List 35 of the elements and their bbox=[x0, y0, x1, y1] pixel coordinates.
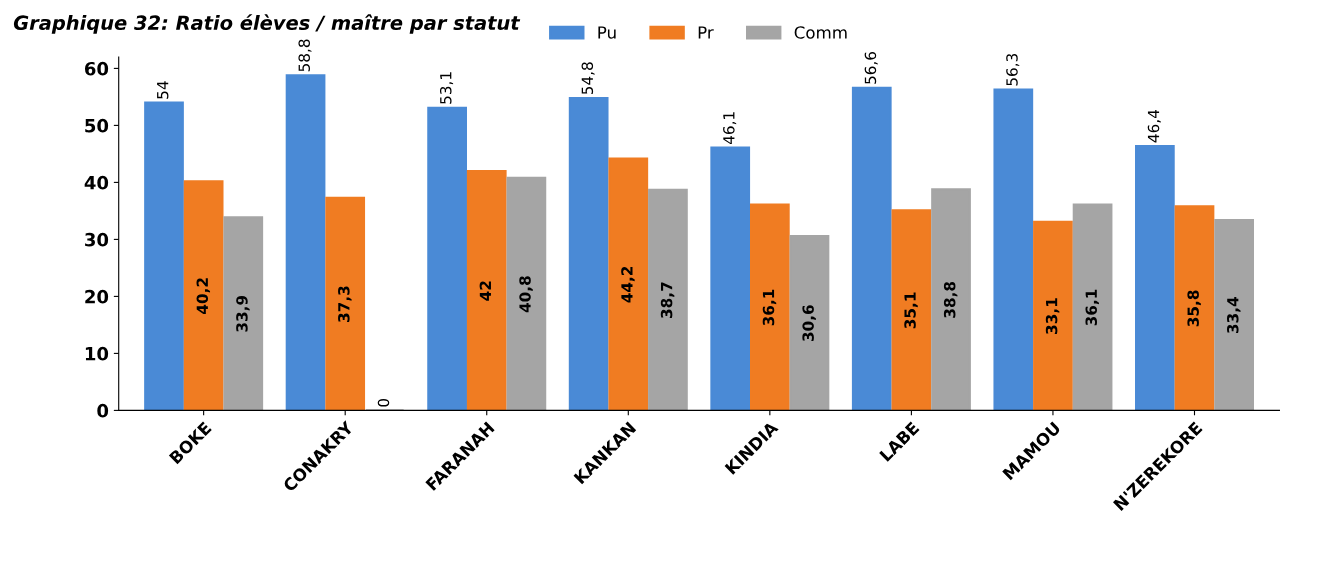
data-label: 35,1 bbox=[904, 292, 918, 329]
y-tick-label: 50 bbox=[85, 118, 109, 133]
data-label: 46,4 bbox=[1147, 109, 1161, 143]
data-label: 40,8 bbox=[519, 276, 533, 313]
data-label: 38,8 bbox=[943, 281, 958, 318]
data-label: 33,9 bbox=[236, 295, 250, 332]
data-label: 35,8 bbox=[1187, 290, 1201, 327]
data-label: 40,2 bbox=[196, 278, 211, 314]
data-label: 36,1 bbox=[1085, 289, 1099, 326]
data-label: 53,1 bbox=[439, 72, 454, 104]
data-label: 33,1 bbox=[1045, 298, 1060, 334]
data-label: 44,2 bbox=[621, 266, 635, 303]
y-tick-label: 10 bbox=[85, 346, 109, 361]
data-label: 36,1 bbox=[762, 289, 777, 326]
y-tick-label: 60 bbox=[84, 61, 109, 76]
data-label: 58,8 bbox=[298, 39, 312, 72]
legend-label: Pu bbox=[598, 26, 616, 39]
data-label: 37,3 bbox=[338, 286, 352, 322]
legend-label: Pr bbox=[698, 26, 714, 39]
chart-title: Graphique 32: Ratio élèves / maître par statut bbox=[13, 14, 521, 34]
data-label: 33,4 bbox=[1227, 297, 1241, 334]
data-label: 54 bbox=[157, 81, 169, 99]
y-tick-label: 0 bbox=[97, 403, 109, 418]
y-tick-label: 40 bbox=[84, 175, 109, 190]
data-label: 42 bbox=[479, 281, 491, 301]
data-label: 56,3 bbox=[1006, 53, 1020, 86]
y-tick-label: 30 bbox=[85, 232, 109, 247]
data-label: 0 bbox=[377, 398, 390, 407]
data-label: 30,6 bbox=[802, 305, 816, 342]
legend-label: Comm bbox=[794, 26, 847, 39]
y-tick-label: 20 bbox=[85, 289, 109, 304]
data-label: 54,8 bbox=[581, 62, 595, 95]
data-label: 56,6 bbox=[864, 51, 878, 84]
data-label: 46,1 bbox=[723, 112, 737, 145]
data-label: 38,7 bbox=[660, 282, 675, 318]
